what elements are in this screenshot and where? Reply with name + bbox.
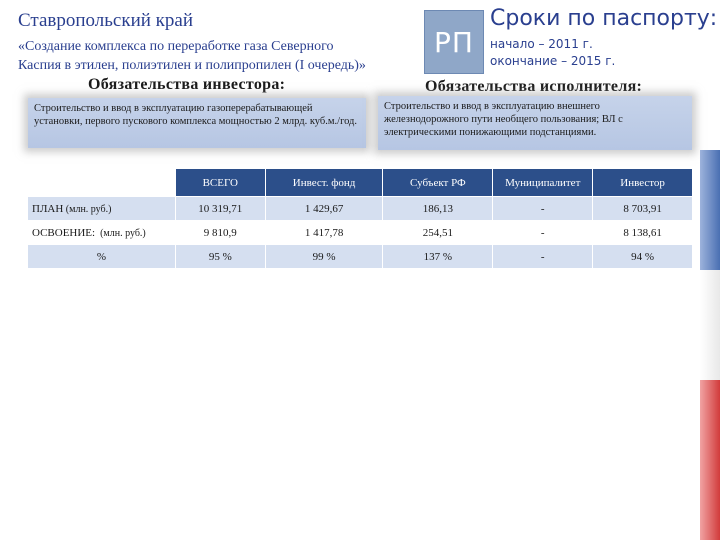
row-label: % <box>27 244 176 269</box>
strip-blue <box>700 150 720 270</box>
table-cell: 99 % <box>264 244 384 269</box>
strip-red <box>700 380 720 540</box>
table-cell: 1 417,78 <box>264 220 384 245</box>
table-row: ОСВОЕНИЕ: (млн. руб.) 9 810,9 1 417,78 2… <box>27 220 693 245</box>
finance-table: ВСЕГО Инвест. фонд Субъект РФ Муниципали… <box>27 168 693 269</box>
project-title-line1: «Создание комплекса по переработке газа … <box>18 39 334 54</box>
row-label: ОСВОЕНИЕ: (млн. руб.) <box>27 220 176 245</box>
table-cell: 137 % <box>382 244 494 269</box>
row-label-main: ОСВОЕНИЕ: <box>32 226 96 239</box>
table-cell: 254,51 <box>382 220 494 245</box>
project-title-line2: Каспия в этилен, полиэтилен и полипропил… <box>18 58 366 73</box>
region-title: Ставропольский край <box>18 10 194 31</box>
terms-title: Сроки по паспорту: <box>490 6 718 31</box>
table-header-row: ВСЕГО Инвест. фонд Субъект РФ Муниципали… <box>27 168 693 197</box>
decorative-strip <box>700 150 720 540</box>
investor-heading: Обязательства инвестора: <box>88 76 286 93</box>
table-cell: 8 138,61 <box>592 220 693 245</box>
table-cell: 94 % <box>592 244 693 269</box>
table-cell: - <box>492 220 594 245</box>
rp-badge-label: РП <box>434 25 474 59</box>
terms-end: окончание – 2015 г. <box>490 54 616 68</box>
row-label-unit: (млн. руб.) <box>95 227 146 239</box>
project-title: «Создание комплекса по переработке газа … <box>18 37 418 75</box>
table-header-cell: Субъект РФ <box>382 168 494 197</box>
row-label: ПЛАН (млн. руб.) <box>27 196 176 221</box>
table-cell: 1 429,67 <box>264 196 384 221</box>
table-header-cell: Инвестор <box>592 168 693 197</box>
rp-badge: РП <box>424 10 484 74</box>
table-cell: 10 319,71 <box>174 196 266 221</box>
table-header-cell: Муниципалитет <box>492 168 594 197</box>
table-header-cell: ВСЕГО <box>174 168 266 197</box>
terms-start: начало – 2011 г. <box>490 37 593 51</box>
table-cell: - <box>492 196 594 221</box>
executor-heading: Обязательства исполнителя: <box>425 78 643 95</box>
investor-obligations-box: Строительство и ввод в эксплуатацию газо… <box>28 98 366 148</box>
row-label-unit: (млн. руб.) <box>63 203 112 215</box>
row-label-main: ПЛАН <box>32 202 64 215</box>
table-row: % 95 % 99 % 137 % - 94 % <box>27 244 693 269</box>
table-cell: - <box>492 244 594 269</box>
table-cell: 9 810,9 <box>174 220 266 245</box>
table-cell: 8 703,91 <box>592 196 693 221</box>
table-row: ПЛАН (млн. руб.) 10 319,71 1 429,67 186,… <box>27 196 693 221</box>
table-header-cell: Инвест. фонд <box>264 168 384 197</box>
row-label-unit: % <box>96 250 107 263</box>
executor-obligations-box: Строительство и ввод в эксплуатацию внеш… <box>378 96 692 150</box>
table-cell: 95 % <box>174 244 266 269</box>
table-header-blank <box>27 168 176 197</box>
strip-white <box>700 270 720 380</box>
table-cell: 186,13 <box>382 196 494 221</box>
